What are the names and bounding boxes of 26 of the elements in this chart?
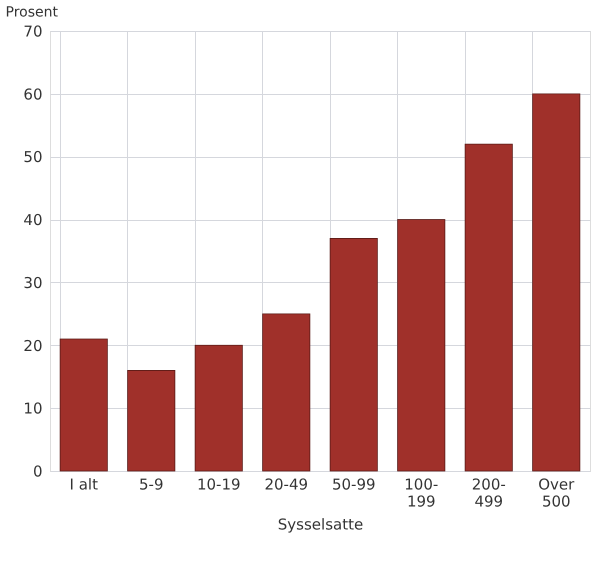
- y-axis-title: Prosent: [6, 4, 58, 20]
- bar: [330, 238, 378, 472]
- y-tick-label: 30: [23, 274, 42, 292]
- bar: [397, 219, 446, 472]
- y-tick-label: 70: [23, 22, 42, 40]
- x-tick-label: 5-9: [139, 476, 164, 494]
- y-tick-label: 60: [23, 85, 42, 104]
- y-tick-label: 10: [23, 400, 42, 418]
- bar: [464, 144, 513, 472]
- bar: [532, 93, 580, 472]
- y-tick-label: 20: [23, 336, 42, 355]
- x-tick-label: 10-19: [196, 476, 241, 494]
- bar: [60, 338, 108, 472]
- bar: [194, 344, 243, 472]
- bar: [262, 313, 310, 472]
- x-tick-label: I alt: [70, 476, 98, 494]
- x-tick-label: 20-49: [264, 476, 308, 494]
- y-tick-label: 50: [23, 148, 42, 166]
- x-tick-label: 200-499: [472, 476, 506, 510]
- x-tick-label: Over 500: [538, 476, 576, 510]
- y-tick-label: 40: [23, 211, 42, 230]
- x-axis-title: Sysselsatte: [278, 516, 364, 534]
- x-tick-label: 50-99: [332, 476, 376, 494]
- bar: [127, 370, 176, 472]
- y-tick-label: 0: [32, 462, 42, 480]
- x-tick-label: 100-199: [404, 476, 438, 510]
